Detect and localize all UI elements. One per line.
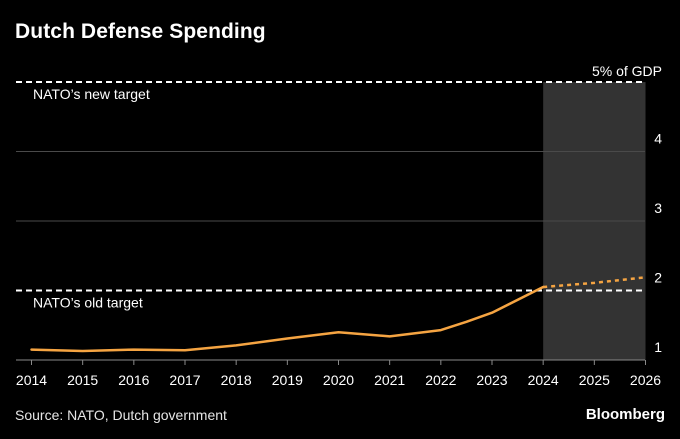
y-tick-label-1: 1 — [654, 339, 662, 355]
reference-lines: NATO’s new target NATO’s old target — [16, 81, 645, 311]
x-tick-label-2026: 2026 — [630, 372, 661, 388]
x-tick-label-2018: 2018 — [221, 372, 252, 388]
y-tick-label-5: 5% of GDP — [592, 63, 662, 79]
gridlines — [16, 151, 645, 361]
x-tick-label-2025: 2025 — [579, 372, 610, 388]
series-line-actual — [30, 285, 545, 353]
x-tick-label-2015: 2015 — [67, 372, 98, 388]
x-tick-label-2023: 2023 — [476, 372, 507, 388]
y-axis: 1 2 3 4 5% of GDP — [592, 63, 662, 355]
x-tick-label-2021: 2021 — [374, 372, 405, 388]
x-tick-label-2022: 2022 — [425, 372, 456, 388]
brand-logo: Bloomberg — [585, 406, 665, 423]
data-series — [30, 276, 646, 353]
x-tick-label-2014: 2014 — [16, 372, 47, 388]
y-tick-label-3: 3 — [654, 200, 662, 216]
x-tick-label-2016: 2016 — [118, 372, 149, 388]
x-tick-label-2019: 2019 — [272, 372, 303, 388]
x-axis: 2014 2015 2016 2017 2018 2019 2020 2021 2022 2023… — [16, 360, 661, 388]
reference-label-2: NATO’s old target — [33, 295, 143, 311]
x-tick-label-2024: 2024 — [528, 372, 559, 388]
y-tick-label-2: 2 — [654, 270, 662, 286]
y-tick-label-4: 4 — [654, 131, 662, 147]
x-tick-label-2017: 2017 — [169, 372, 200, 388]
source-note: Source: NATO, Dutch government — [15, 407, 227, 423]
reference-label-5: NATO’s new target — [33, 86, 150, 102]
x-tick-label-2020: 2020 — [323, 372, 354, 388]
chart-title: Dutch Defense Spending — [15, 20, 266, 43]
